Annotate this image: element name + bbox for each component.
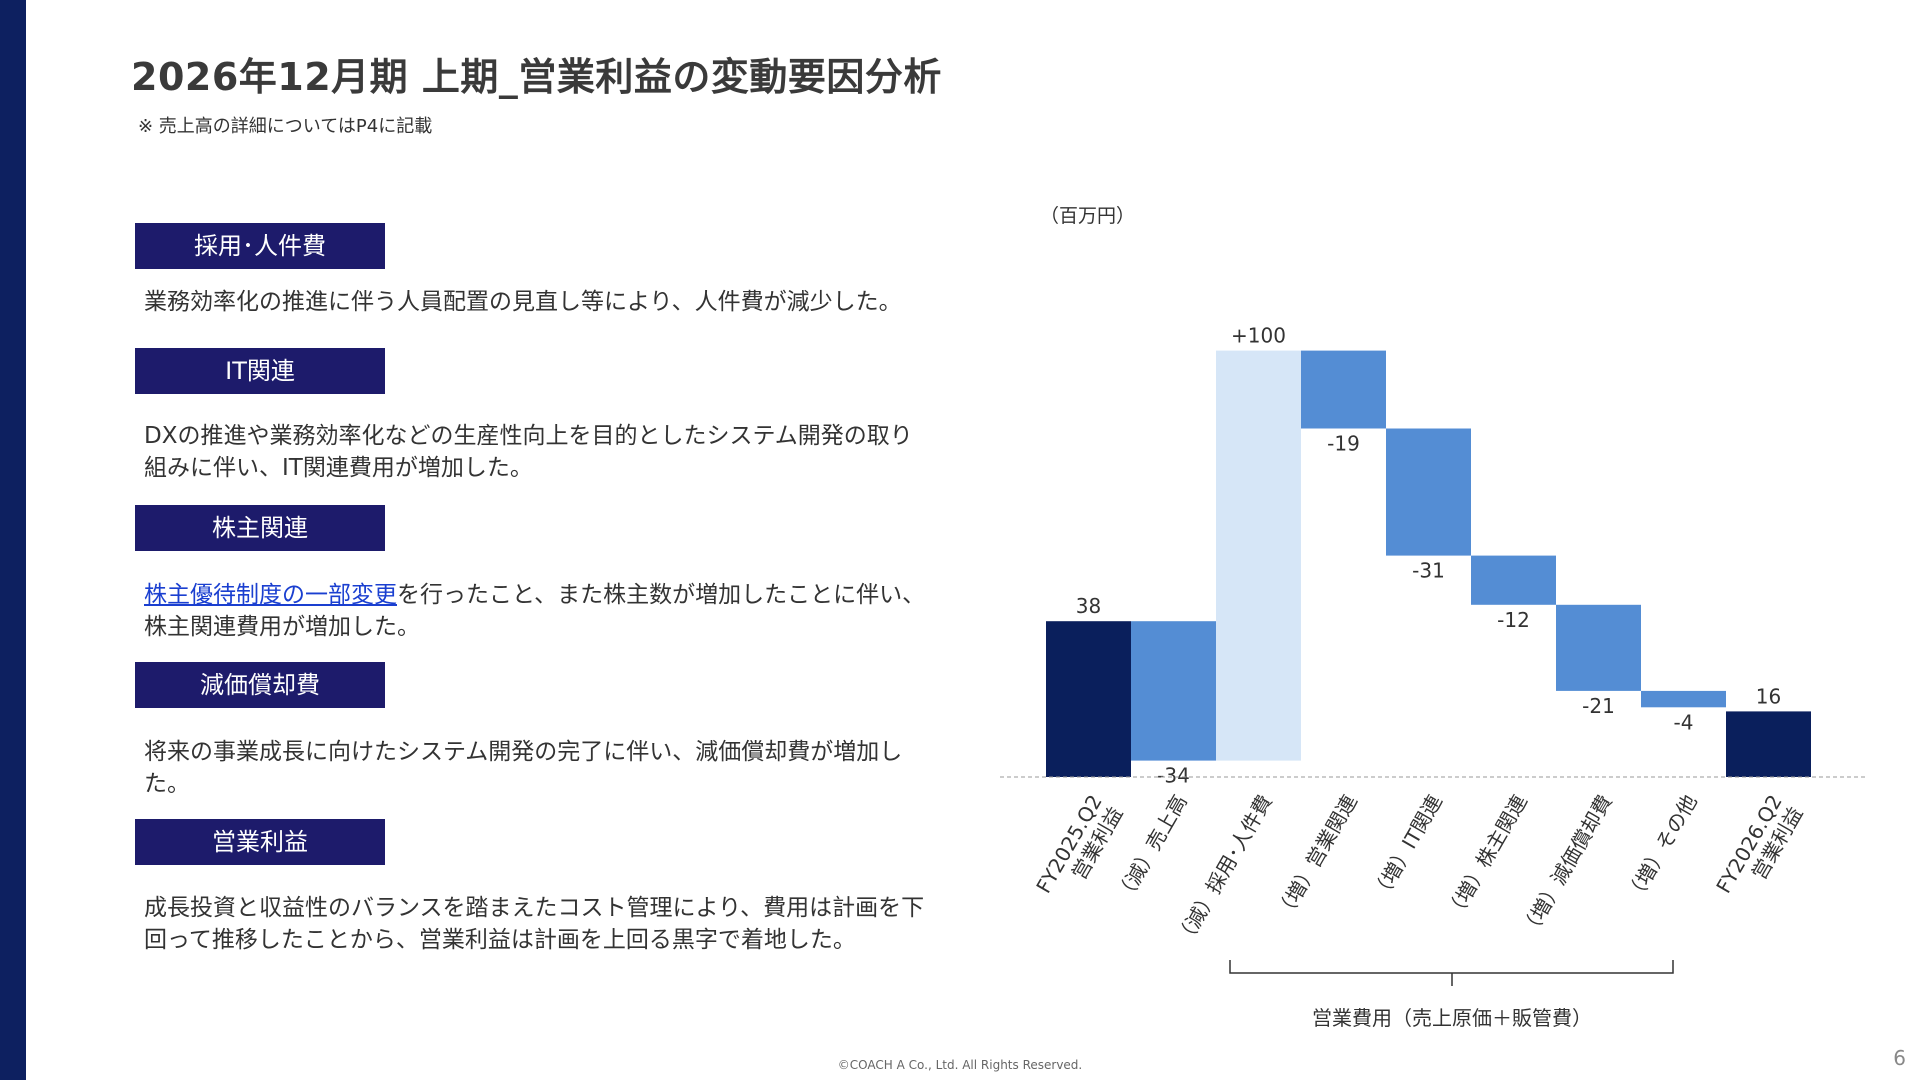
bar-8 [1726,711,1811,777]
copyright-footer: ©COACH A Co., Ltd. All Rights Reserved. [837,1058,1083,1072]
category-label-line: （増）営業関連 [1271,791,1362,924]
bar-3 [1301,350,1386,429]
value-label-6: -21 [1582,694,1615,718]
category-label-2: （減）採用･人件費 [1171,791,1277,950]
section-label-hiring: 採用･人件費 [135,223,385,269]
section-text-hiring: 業務効率化の推進に伴う人員配置の見直し等により、人件費が減少した。 [144,289,902,315]
unit-label: （百万円） [1040,205,1135,227]
value-label-7: -4 [1674,710,1694,734]
cost-bracket [1229,960,1674,986]
left-accent-stripe [0,0,26,1080]
note-text: ※ 売上高の詳細についてはP4に記載 [138,116,433,137]
waterfall-chart: （百万円） 38 -34 +100 -19 -31 -12 -21 -4 16 FY2025.Q… [1000,205,1865,1030]
value-label-3: -19 [1327,432,1360,456]
section-text-operating-profit: 成長投資と収益性のバランスを踏まえたコスト管理により、費用は計画を下回って推移し… [144,895,925,953]
value-label-0: 38 [1076,594,1101,618]
bar-1 [1131,621,1216,761]
value-labels-group: 38 -34 +100 -19 -31 -12 -21 -4 16 [1076,324,1781,788]
value-label-5: -12 [1497,608,1530,632]
category-label-line: （増）IT関連 [1367,791,1447,905]
bar-6 [1556,604,1641,691]
section-label-it: IT関連 [135,348,385,394]
section-text-depreciation: 将来の事業成長に向けたシステム開発の完了に伴い、減価償却費が増加した。 [144,739,903,797]
shareholder-benefit-link[interactable]: 株主優待制度の一部変更 [144,582,397,608]
category-label-line: （減）売上高 [1111,791,1192,907]
section-text-shareholder-rest: を行ったこと、また株主数が増加したことに伴い、株主関連費用が増加した。 [144,582,926,640]
category-label-5: （増）株主関連 [1441,791,1532,924]
section-text-it: DXの推進や業務効率化などの生産性向上を目的としたシステム開発の取り組みに伴い、… [144,423,913,481]
section-label-operating-profit: 営業利益 [135,819,385,865]
bar-2 [1216,350,1301,761]
bar-0 [1046,621,1131,777]
category-label-3: （増）営業関連 [1271,791,1362,924]
category-label-line: （増）株主関連 [1441,791,1532,924]
page-number: 6 [1893,1046,1906,1070]
value-label-1: -34 [1157,764,1190,788]
bar-5 [1471,555,1556,605]
bar-4 [1386,428,1471,556]
bracket-label: 営業費用（売上原価＋販管費） [1312,1006,1592,1030]
category-label-line: （減）採用･人件費 [1171,791,1277,950]
category-label-8: FY2026.Q2営業利益 [1711,791,1807,910]
category-label-line: （増）減価償却費 [1516,791,1617,942]
bar-7 [1641,690,1726,708]
value-label-2: +100 [1231,324,1286,348]
value-label-4: -31 [1412,559,1445,583]
page-title: 2026年12月期 上期_営業利益の変動要因分析 [131,55,942,99]
section-text-shareholder: 株主優待制度の一部変更を行ったこと、また株主数が増加したことに伴い、株主関連費用… [144,579,944,643]
category-labels-group: FY2025.Q2営業利益（減）売上高（減）採用･人件費（増）営業関連 （増）IT… [1031,791,1807,950]
value-label-8: 16 [1756,684,1781,708]
bars-group [1046,350,1811,777]
category-label-4: （増）IT関連 [1367,791,1447,905]
section-label-shareholder: 株主関連 [135,505,385,551]
category-label-1: （減）売上高 [1111,791,1192,907]
category-label-6: （増）減価償却費 [1516,791,1617,942]
category-label-line: （増）その他 [1621,791,1702,907]
category-label-7: （増）その他 [1621,791,1702,907]
section-label-depreciation: 減価償却費 [135,662,385,708]
bracket-line [1229,960,1674,974]
